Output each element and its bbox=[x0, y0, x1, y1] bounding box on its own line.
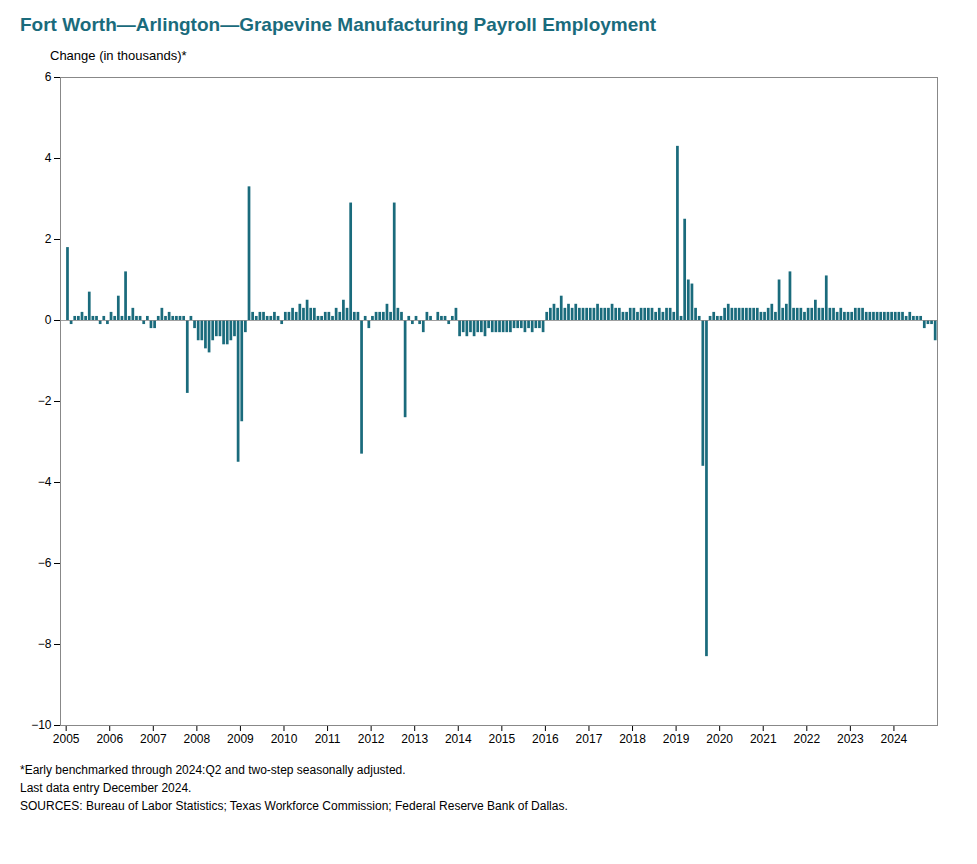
svg-text:2: 2 bbox=[45, 232, 52, 246]
svg-text:2015: 2015 bbox=[488, 732, 515, 746]
svg-text:2007: 2007 bbox=[140, 732, 167, 746]
svg-text:4: 4 bbox=[45, 151, 52, 165]
svg-text:−2: −2 bbox=[38, 394, 52, 408]
svg-text:0: 0 bbox=[45, 313, 52, 327]
svg-text:2018: 2018 bbox=[619, 732, 646, 746]
svg-text:−4: −4 bbox=[38, 475, 52, 489]
svg-text:2011: 2011 bbox=[315, 732, 341, 746]
svg-text:2020: 2020 bbox=[706, 732, 733, 746]
svg-text:2006: 2006 bbox=[96, 732, 123, 746]
svg-text:2005: 2005 bbox=[53, 732, 80, 746]
svg-text:2019: 2019 bbox=[663, 732, 690, 746]
svg-text:−8: −8 bbox=[38, 637, 52, 651]
svg-text:2022: 2022 bbox=[793, 732, 820, 746]
svg-text:−6: −6 bbox=[38, 556, 52, 570]
svg-text:2021: 2021 bbox=[750, 732, 777, 746]
svg-text:2017: 2017 bbox=[576, 732, 603, 746]
svg-text:6: 6 bbox=[45, 70, 52, 84]
html-text:Fort Worth—Arlington—Grapevine: Fort Worth—Arlington—Grapevine Manufactu… bbox=[20, 14, 657, 35]
svg-text:2008: 2008 bbox=[184, 732, 211, 746]
svg-text:2012: 2012 bbox=[358, 732, 385, 746]
html-text:Last data entry December 2024.: Last data entry December 2024. bbox=[20, 781, 192, 795]
svg-text:2023: 2023 bbox=[837, 732, 864, 746]
svg-text:2009: 2009 bbox=[227, 732, 254, 746]
html-text:SOURCES: Bureau of Labor Stati: SOURCES: Bureau of Labor Statistics; Tex… bbox=[20, 799, 568, 813]
svg-text:2013: 2013 bbox=[401, 732, 428, 746]
svg-text:2016: 2016 bbox=[532, 732, 559, 746]
svg-text:−10: −10 bbox=[31, 718, 52, 732]
html-text:*Early benchmarked through 202: *Early benchmarked through 2024:Q2 and t… bbox=[20, 763, 406, 777]
html-text:Change (in thousands)*: Change (in thousands)* bbox=[50, 48, 187, 63]
svg-text:2024: 2024 bbox=[881, 732, 908, 746]
svg-text:2010: 2010 bbox=[271, 732, 298, 746]
svg-text:2014: 2014 bbox=[445, 732, 472, 746]
